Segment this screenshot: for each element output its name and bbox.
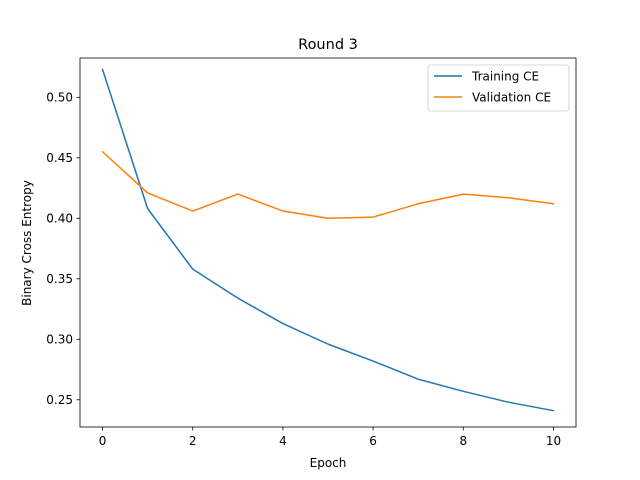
- y-tick-label: 0.50: [46, 90, 73, 104]
- y-tick-label: 0.40: [46, 211, 73, 225]
- legend-label-0: Training CE: [471, 70, 539, 84]
- x-tick-label: 0: [99, 434, 107, 448]
- x-tick-label: 6: [369, 434, 377, 448]
- x-axis-label: Epoch: [310, 456, 347, 470]
- plot-area: 0 2 4 6 8 10 0.25 0.30 0.35 0.40 0.45 0.50: [46, 57, 577, 448]
- x-tick-label: 4: [279, 434, 287, 448]
- chart-title: Round 3: [298, 37, 358, 53]
- series-line-1: [101, 150, 555, 220]
- series-line-0: [101, 68, 555, 412]
- legend-label-1: Validation CE: [472, 91, 551, 105]
- y-tick-label: 0.25: [46, 393, 73, 407]
- x-tick-label: 8: [459, 434, 467, 448]
- y-tick-label: 0.35: [46, 272, 73, 286]
- x-tick-label: 10: [546, 434, 561, 448]
- legend: Training CE Validation CE: [427, 64, 570, 112]
- y-tick-label: 0.45: [46, 151, 73, 165]
- y-axis-label: Binary Cross Entropy: [20, 180, 34, 306]
- x-tick-label: 2: [189, 434, 197, 448]
- legend-box: [427, 64, 570, 112]
- axes-frame: [79, 57, 577, 428]
- y-tick-label: 0.30: [46, 332, 73, 346]
